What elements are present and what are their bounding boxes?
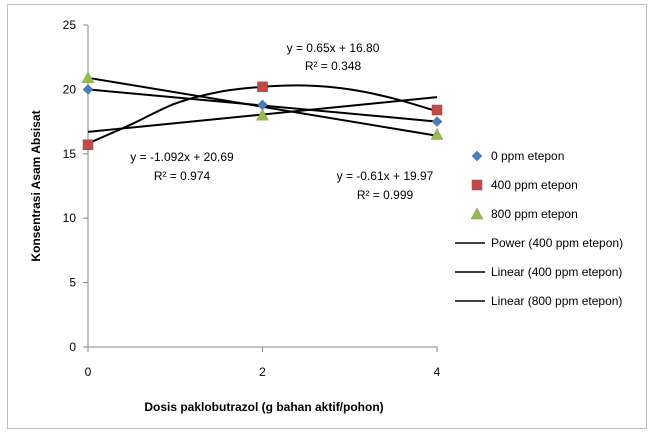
y-tick-label: 15 [63, 147, 77, 161]
y-tick-label: 25 [63, 18, 77, 32]
legend-label: 400 ppm etepon [491, 178, 578, 192]
y-axis-label: Konsentrasi Asam Absisat [29, 110, 43, 261]
legend-marker-800-ppm-etepon [470, 207, 484, 220]
x-axis-label: Dosis paklobutrazol (g bahan aktif/pohon… [144, 400, 383, 414]
chart-frame [7, 4, 647, 429]
y-tick-label: 20 [63, 82, 77, 96]
equation-0ppm: y = -0.61x + 19.97 R² = 0.999 [337, 169, 434, 202]
x-tick-label: 0 [85, 365, 92, 379]
point-0-ppm-etepon [82, 84, 94, 95]
equation-400ppm-r2: R² = 0.348 [305, 59, 362, 73]
point-800-ppm-etepon [430, 127, 444, 140]
y-tick-label: 10 [63, 211, 77, 225]
legend-label: 800 ppm etepon [491, 207, 578, 221]
legend-label: Linear (800 ppm etepon) [491, 294, 622, 308]
y-tick-label: 0 [69, 340, 76, 354]
equation-0ppm-line1: y = -0.61x + 19.97 [337, 169, 434, 183]
equation-400ppm: y = 0.65x + 16.80 R² = 0.348 [287, 41, 380, 73]
data-points [81, 71, 444, 151]
x-tick-label: 4 [434, 365, 441, 379]
legend-marker-400-ppm-etepon [471, 179, 483, 191]
point-0-ppm-etepon [431, 116, 443, 127]
legend-label: Linear (400 ppm etepon) [491, 265, 622, 279]
legend: 0 ppm etepon 400 ppm etepon 800 ppm etepon… [455, 149, 623, 308]
equation-800ppm-line1: y = -1.092x + 20.69 [130, 150, 234, 164]
point-800-ppm-etepon [256, 108, 269, 121]
x-tick-label: 2 [259, 365, 266, 379]
point-800-ppm-etepon [81, 71, 95, 84]
point-400-ppm-etepon [82, 139, 94, 151]
equation-0ppm-r2: R² = 0.999 [357, 188, 414, 202]
legend-label: 0 ppm etepon [491, 149, 564, 163]
point-400-ppm-etepon [257, 81, 268, 93]
equation-400ppm-line1: y = 0.65x + 16.80 [287, 41, 380, 55]
equation-800ppm-r2: R² = 0.974 [154, 169, 211, 183]
legend-label: Power (400 ppm etepon) [491, 236, 623, 250]
y-tick-label: 5 [69, 276, 76, 290]
point-400-ppm-etepon [431, 104, 443, 116]
equation-800ppm: y = -1.092x + 20.69 R² = 0.974 [130, 150, 234, 183]
legend-marker-0-ppm-etepon [471, 150, 483, 162]
